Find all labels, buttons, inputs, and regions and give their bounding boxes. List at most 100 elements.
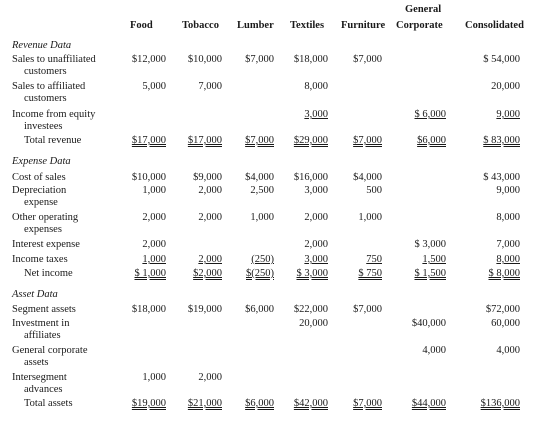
cell-food: $12,000	[131, 54, 166, 65]
cell-lumber: $6,000	[245, 398, 274, 409]
cell-corporate: $40,000	[411, 318, 446, 329]
cell-food: $10,000	[131, 172, 166, 183]
row-label: investees	[24, 121, 63, 132]
cell-textiles: $ 3,000	[296, 268, 329, 279]
cell-consolidated: 7,000	[496, 239, 520, 250]
cell-consolidated: $ 8,000	[488, 268, 521, 279]
cell-textiles: 8,000	[304, 81, 328, 92]
cell-corporate: $ 1,500	[414, 268, 447, 279]
cell-tobacco: $2,000	[193, 268, 222, 279]
cell-lumber: (250)	[251, 254, 274, 265]
row-label: Income taxes	[12, 254, 68, 265]
cell-furniture: 1,000	[358, 212, 382, 223]
cell-lumber: 1,000	[250, 212, 274, 223]
row-label: Interest expense	[12, 239, 80, 250]
row-label: Segment assets	[12, 304, 76, 315]
cell-textiles: $16,000	[293, 172, 328, 183]
cell-food: 1,000	[142, 254, 166, 265]
cell-corporate: $ 6,000	[414, 109, 447, 120]
cell-consolidated: 9,000	[496, 185, 520, 196]
cell-food: 1,000	[142, 372, 166, 383]
cell-consolidated: 8,000	[496, 212, 520, 223]
cell-textiles: 2,000	[304, 212, 328, 223]
cell-textiles: $42,000	[293, 398, 328, 409]
cell-consolidated: $ 83,000	[483, 135, 520, 146]
cell-tobacco: $17,000	[187, 135, 222, 146]
cell-food: $ 1,000	[134, 268, 167, 279]
cell-textiles: 3,000	[304, 185, 328, 196]
cell-furniture: $7,000	[353, 398, 382, 409]
cell-tobacco: $9,000	[193, 172, 222, 183]
col-header-furniture: Furniture	[341, 20, 386, 31]
cell-consolidated: $ 54,000	[483, 54, 520, 65]
cell-tobacco: $21,000	[187, 398, 222, 409]
col-header-consolidated: Consolidated	[465, 20, 524, 31]
cell-corporate: $44,000	[411, 398, 446, 409]
cell-textiles: 3,000	[304, 254, 328, 265]
cell-textiles: 3,000	[304, 109, 328, 120]
col-header-corporate: Corporate	[396, 20, 443, 31]
cell-lumber: $(250)	[246, 268, 274, 279]
cell-furniture: $7,000	[353, 54, 382, 65]
cell-textiles: 2,000	[304, 239, 328, 250]
cell-lumber: $4,000	[245, 172, 274, 183]
cell-consolidated: $136,000	[480, 398, 520, 409]
cell-lumber: $7,000	[245, 135, 274, 146]
cell-corporate: $ 3,000	[414, 239, 447, 250]
cell-food: 5,000	[142, 81, 166, 92]
cell-consolidated: 20,000	[491, 81, 520, 92]
cell-food: $19,000	[131, 398, 166, 409]
cell-consolidated: 8,000	[496, 254, 520, 265]
cell-tobacco: $10,000	[187, 54, 222, 65]
row-label: customers	[24, 93, 67, 104]
row-label: expenses	[24, 224, 62, 235]
cell-food: 1,000	[142, 185, 166, 196]
cell-textiles: $29,000	[293, 135, 328, 146]
cell-consolidated: $ 43,000	[483, 172, 520, 183]
row-label: Intersegment	[12, 372, 67, 383]
cell-lumber: $7,000	[245, 54, 274, 65]
cell-textiles: $18,000	[293, 54, 328, 65]
row-label: Total revenue	[24, 135, 82, 146]
cell-consolidated: 9,000	[496, 109, 520, 120]
col-header-textiles: Textiles	[290, 20, 325, 31]
row-label: Sales to unaffiliated	[12, 54, 96, 65]
row-label: Cost of sales	[12, 172, 66, 183]
cell-corporate: 4,000	[422, 345, 446, 356]
cell-textiles: $22,000	[293, 304, 328, 315]
header-general: General	[405, 4, 442, 15]
cell-consolidated: 60,000	[491, 318, 520, 329]
cell-food: $17,000	[131, 135, 166, 146]
cell-furniture: 500	[366, 185, 382, 196]
cell-tobacco: 7,000	[198, 81, 222, 92]
cell-furniture: $7,000	[353, 135, 382, 146]
cell-corporate: $6,000	[417, 135, 446, 146]
cell-corporate: 1,500	[422, 254, 446, 265]
cell-food: $18,000	[131, 304, 166, 315]
cell-lumber: $6,000	[245, 304, 274, 315]
row-label: expense	[24, 197, 58, 208]
cell-lumber: 2,500	[250, 185, 274, 196]
row-label: Total assets	[24, 398, 73, 409]
cell-furniture: $ 750	[358, 268, 382, 279]
cell-furniture: $7,000	[353, 304, 382, 315]
cell-tobacco: 2,000	[198, 185, 222, 196]
col-header-tobacco: Tobacco	[182, 20, 219, 31]
row-label: advances	[24, 384, 63, 395]
cell-tobacco: 2,000	[198, 254, 222, 265]
row-label: assets	[24, 357, 49, 368]
cell-tobacco: 2,000	[198, 212, 222, 223]
cell-consolidated: 4,000	[496, 345, 520, 356]
cell-food: 2,000	[142, 239, 166, 250]
cell-tobacco: 2,000	[198, 372, 222, 383]
col-header-food: Food	[130, 20, 153, 31]
row-label: Depreciation	[12, 185, 67, 196]
row-label: Net income	[24, 268, 73, 279]
section-asset-data: Asset Data	[12, 289, 58, 300]
cell-tobacco: $19,000	[187, 304, 222, 315]
row-label: General corporate	[12, 345, 88, 356]
cell-consolidated: $72,000	[485, 304, 520, 315]
row-label: Sales to affiliated	[12, 81, 86, 92]
row-label: customers	[24, 66, 67, 77]
